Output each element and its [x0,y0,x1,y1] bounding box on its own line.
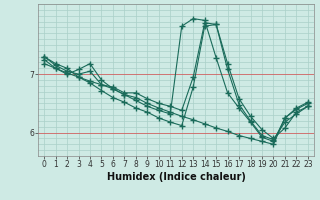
X-axis label: Humidex (Indice chaleur): Humidex (Indice chaleur) [107,172,245,182]
